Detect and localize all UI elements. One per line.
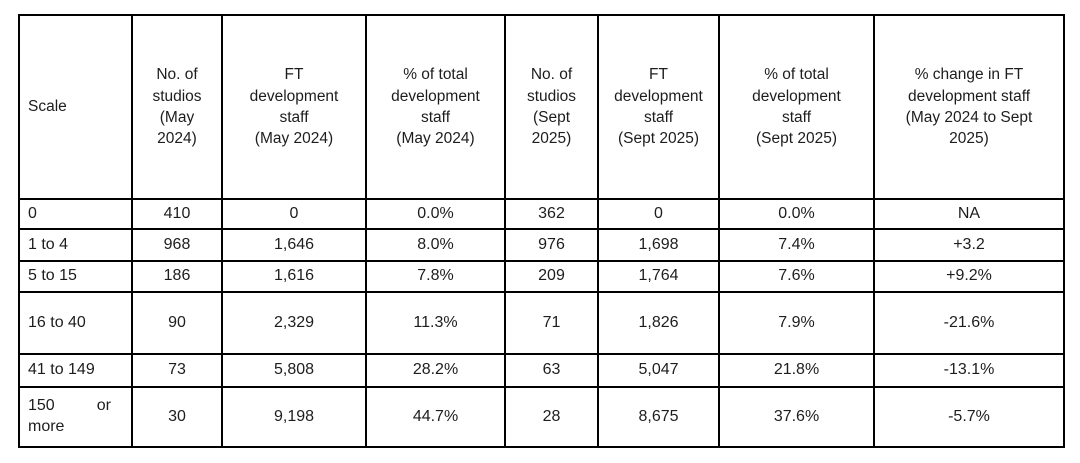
- table-row: 5 to 15 186 1,616 7.8% 209 1,764 7.6% +9.2%: [18, 260, 1065, 293]
- value-cell: 63: [504, 353, 599, 388]
- column-header-ft-staff-sept-2025: FT development staff (Sept 2025): [597, 14, 720, 200]
- scale-cell: 41 to 149: [18, 353, 133, 388]
- value-cell: +9.2%: [873, 260, 1065, 293]
- value-cell: 1,698: [597, 228, 720, 262]
- scale-cell: 0: [18, 198, 133, 230]
- value-cell: NA: [873, 198, 1065, 230]
- table-header: Scale No. of studios (May 2024) FT devel…: [18, 14, 1065, 200]
- value-cell: 1,764: [597, 260, 720, 293]
- value-cell: -21.6%: [873, 291, 1065, 355]
- value-cell: 7.8%: [365, 260, 506, 293]
- header-row: Scale No. of studios (May 2024) FT devel…: [18, 14, 1065, 200]
- value-cell: 186: [131, 260, 223, 293]
- scale-cell: 16 to 40: [18, 291, 133, 355]
- value-cell: 362: [504, 198, 599, 230]
- value-cell: 28: [504, 386, 599, 448]
- scale-cell: 5 to 15: [18, 260, 133, 293]
- value-cell: 8,675: [597, 386, 720, 448]
- value-cell: 5,808: [221, 353, 367, 388]
- column-header-ft-staff-may-2024: FT development staff (May 2024): [221, 14, 367, 200]
- table-body: 0 410 0 0.0% 362 0 0.0% NA 1 to 4 968 1,646 8.0% 976…: [18, 198, 1065, 448]
- value-cell: 9,198: [221, 386, 367, 448]
- value-cell: 11.3%: [365, 291, 506, 355]
- value-cell: 0.0%: [365, 198, 506, 230]
- value-cell: 21.8%: [718, 353, 875, 388]
- value-cell: 44.7%: [365, 386, 506, 448]
- value-cell: 976: [504, 228, 599, 262]
- value-cell: 37.6%: [718, 386, 875, 448]
- value-cell: 2,329: [221, 291, 367, 355]
- value-cell: 5,047: [597, 353, 720, 388]
- value-cell: 410: [131, 198, 223, 230]
- value-cell: 1,616: [221, 260, 367, 293]
- value-cell: 90: [131, 291, 223, 355]
- table-row: 41 to 149 73 5,808 28.2% 63 5,047 21.8% -13.1%: [18, 353, 1065, 388]
- column-header-studios-sept-2025: No. of studios (Sept 2025): [504, 14, 599, 200]
- value-cell: 0: [221, 198, 367, 230]
- studio-staffing-table: Scale No. of studios (May 2024) FT devel…: [18, 14, 1065, 448]
- column-header-studios-may-2024: No. of studios (May 2024): [131, 14, 223, 200]
- table-row: 1 to 4 968 1,646 8.0% 976 1,698 7.4% +3.2: [18, 228, 1065, 262]
- table-row: 0 410 0 0.0% 362 0 0.0% NA: [18, 198, 1065, 230]
- column-header-pct-total-staff-may-2024: % of total development staff (May 2024): [365, 14, 506, 200]
- table-row: 16 to 40 90 2,329 11.3% 71 1,826 7.9% -21.6%: [18, 291, 1065, 355]
- value-cell: +3.2: [873, 228, 1065, 262]
- value-cell: 28.2%: [365, 353, 506, 388]
- table-row: 150 or more 30 9,198 44.7% 28 8,675 37.6% -5.7%: [18, 386, 1065, 448]
- value-cell: 7.9%: [718, 291, 875, 355]
- value-cell: 7.6%: [718, 260, 875, 293]
- value-cell: 1,826: [597, 291, 720, 355]
- value-cell: 1,646: [221, 228, 367, 262]
- value-cell: 7.4%: [718, 228, 875, 262]
- value-cell: 73: [131, 353, 223, 388]
- value-cell: -13.1%: [873, 353, 1065, 388]
- scale-cell: 150 or more: [18, 386, 133, 448]
- value-cell: 0: [597, 198, 720, 230]
- column-header-pct-change-ft-staff: % change in FT development staff (May 20…: [873, 14, 1065, 200]
- value-cell: 8.0%: [365, 228, 506, 262]
- value-cell: 71: [504, 291, 599, 355]
- value-cell: 209: [504, 260, 599, 293]
- scale-cell: 1 to 4: [18, 228, 133, 262]
- value-cell: 968: [131, 228, 223, 262]
- value-cell: -5.7%: [873, 386, 1065, 448]
- value-cell: 30: [131, 386, 223, 448]
- column-header-pct-total-staff-sept-2025: % of total development staff (Sept 2025): [718, 14, 875, 200]
- value-cell: 0.0%: [718, 198, 875, 230]
- column-header-scale: Scale: [18, 14, 133, 200]
